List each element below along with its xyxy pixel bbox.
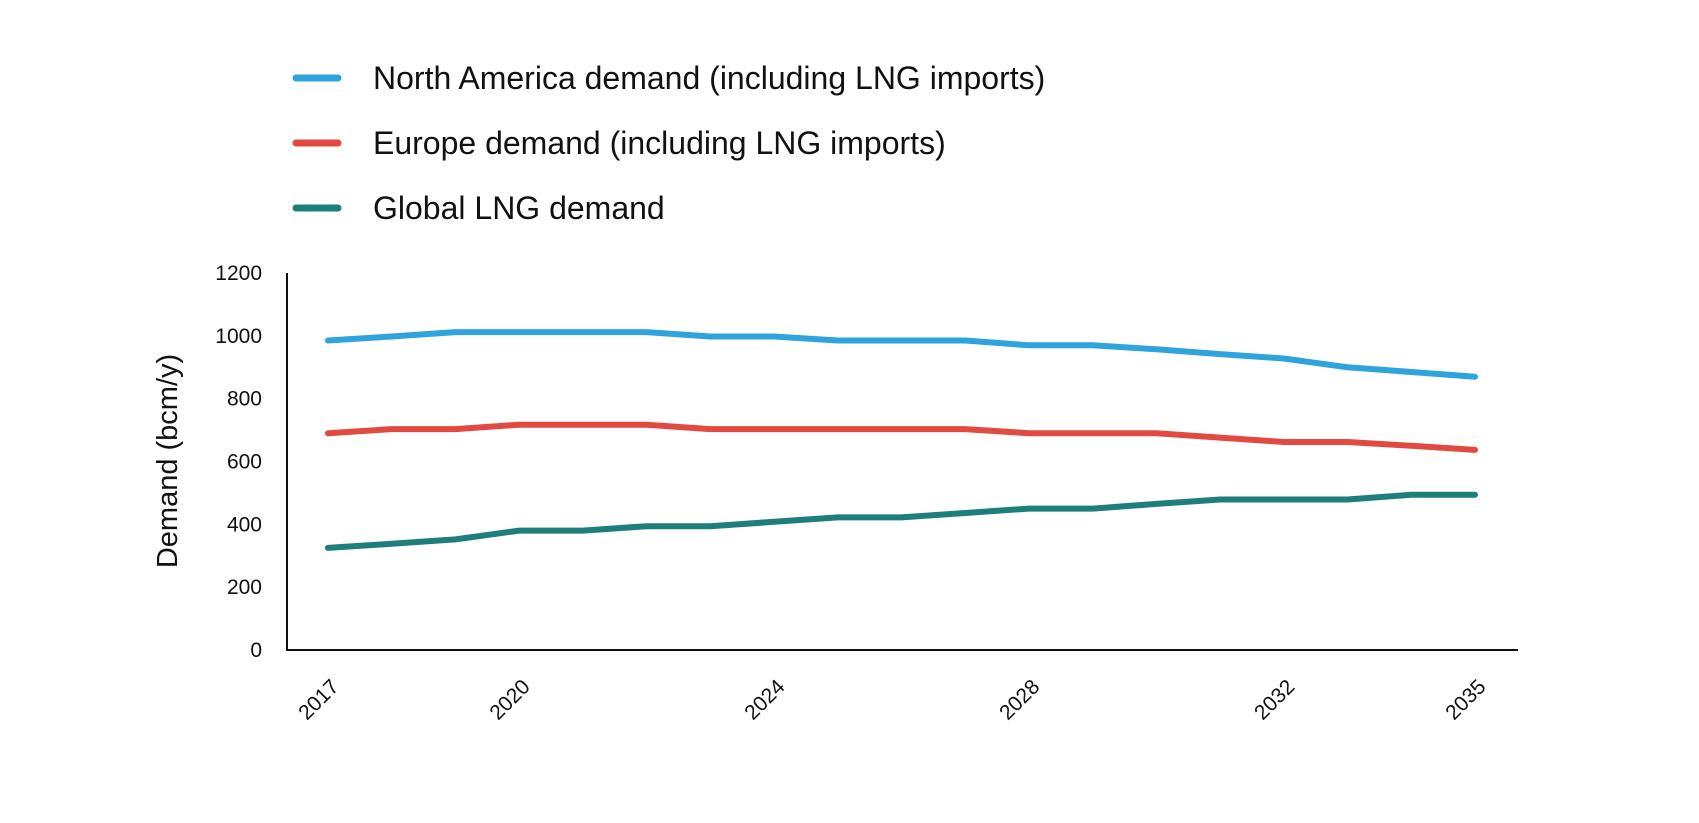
y-tick-label: 1000 bbox=[215, 325, 262, 348]
axes bbox=[286, 273, 1518, 651]
y-tick-label: 1200 bbox=[215, 262, 262, 285]
legend-label: Global LNG demand bbox=[373, 190, 665, 226]
y-tick-labels: 0 200 400 600 800 1000 1200 bbox=[215, 262, 262, 662]
series-line-1 bbox=[325, 329, 1478, 380]
series-lines bbox=[325, 329, 1478, 551]
legend: North America demand (including LNG impo… bbox=[292, 60, 1045, 226]
y-tick-label: 600 bbox=[227, 451, 262, 474]
x-tick-label: 2017 bbox=[294, 675, 343, 724]
legend-item: North America demand (including LNG impo… bbox=[292, 60, 1045, 96]
x-tick-label: 2032 bbox=[1250, 675, 1299, 724]
x-tick-labels: 2017 2020 2024 2028 2032 2035 bbox=[294, 675, 1490, 725]
y-tick-label: 0 bbox=[250, 639, 262, 662]
legend-item: Global LNG demand bbox=[292, 190, 665, 226]
legend-label: North America demand (including LNG impo… bbox=[373, 60, 1045, 96]
legend-label: Europe demand (including LNG imports) bbox=[373, 125, 946, 161]
series-line-2 bbox=[325, 421, 1478, 453]
y-tick-label: 400 bbox=[227, 513, 262, 536]
y-tick-label: 800 bbox=[227, 388, 262, 411]
x-tick-label: 2020 bbox=[485, 675, 534, 724]
x-tick-label: 2024 bbox=[740, 675, 790, 725]
legend-item: Europe demand (including LNG imports) bbox=[292, 125, 946, 161]
y-tick-label: 200 bbox=[227, 576, 262, 599]
x-tick-label: 2028 bbox=[995, 675, 1044, 724]
y-axis-title: Demand (bcm/y) bbox=[152, 354, 184, 568]
x-tick-label: 2035 bbox=[1441, 675, 1490, 724]
series-line-3 bbox=[325, 491, 1478, 551]
